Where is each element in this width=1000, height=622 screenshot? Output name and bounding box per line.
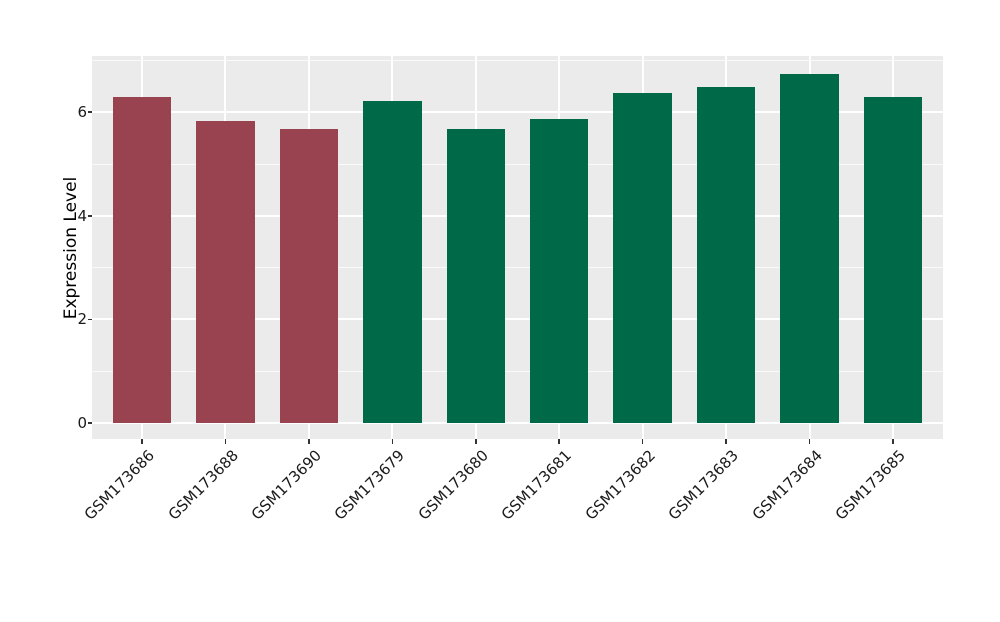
x-tick-label-GSM173682: GSM173682 bbox=[581, 446, 659, 524]
x-tick-mark-GSM173680 bbox=[475, 439, 477, 444]
bar-GSM173686 bbox=[112, 97, 172, 423]
x-tick-mark-GSM173682 bbox=[641, 439, 644, 444]
y-tick-mark-2 bbox=[88, 318, 92, 321]
x-tick-label-GSM173685: GSM173685 bbox=[831, 446, 909, 524]
y-axis-title: Expression Level bbox=[61, 176, 81, 320]
x-tick-label-GSM173688: GSM173688 bbox=[164, 446, 242, 524]
x-tick-mark-GSM173685 bbox=[892, 439, 894, 444]
bar-GSM173679 bbox=[363, 100, 422, 423]
bar-GSM173688 bbox=[196, 121, 255, 423]
x-tick-label-GSM173683: GSM173683 bbox=[664, 446, 743, 524]
bar-GSM173682 bbox=[613, 92, 672, 423]
x-tick-label-GSM173680: GSM173680 bbox=[414, 446, 492, 524]
gridline-major-y4 bbox=[92, 214, 943, 217]
gridline-major-y6 bbox=[92, 111, 943, 114]
y-tick-label-4: 4 bbox=[77, 206, 87, 225]
gridline-minor-y7 bbox=[92, 59, 943, 61]
x-tick-mark-GSM173679 bbox=[391, 439, 394, 444]
expression-level-bar-chart: Expression Level 0 2 4 6 GSM173686 GSM173688 G… bbox=[61, 56, 943, 524]
bar-GSM173681 bbox=[530, 118, 589, 423]
x-tick-label-GSM173679: GSM173679 bbox=[331, 446, 409, 524]
bar-GSM173685 bbox=[863, 96, 923, 423]
x-tick-mark-GSM173686 bbox=[141, 439, 143, 444]
x-tick-mark-GSM173688 bbox=[224, 439, 227, 444]
x-tick-label-GSM173681: GSM173681 bbox=[497, 446, 576, 524]
bar-GSM173684 bbox=[780, 73, 839, 423]
plot-panel bbox=[92, 56, 943, 439]
y-tick-mark-6 bbox=[88, 111, 92, 113]
gridline-minor-y5 bbox=[92, 163, 943, 165]
x-tick-mark-GSM173681 bbox=[558, 439, 560, 444]
gridline-minor-y1 bbox=[92, 370, 943, 372]
x-tick-mark-GSM173683 bbox=[725, 439, 727, 444]
y-tick-mark-0 bbox=[88, 422, 92, 424]
gridline-major-y2 bbox=[92, 318, 943, 321]
x-tick-label-GSM173686: GSM173686 bbox=[80, 446, 159, 524]
bar-GSM173683 bbox=[696, 86, 756, 423]
x-tick-mark-GSM173684 bbox=[808, 439, 811, 444]
x-tick-label-GSM173684: GSM173684 bbox=[748, 446, 826, 524]
y-tick-label-6: 6 bbox=[77, 103, 87, 122]
x-tick-label-GSM173690: GSM173690 bbox=[247, 446, 325, 524]
gridline-major-y0 bbox=[92, 422, 943, 424]
y-tick-mark-4 bbox=[88, 215, 92, 217]
y-tick-label-2: 2 bbox=[77, 310, 87, 329]
y-tick-label-0: 0 bbox=[77, 414, 87, 432]
bar-GSM173680 bbox=[446, 128, 505, 423]
x-tick-mark-GSM173690 bbox=[308, 439, 310, 444]
bar-GSM173690 bbox=[279, 129, 339, 423]
gridline-minor-y3 bbox=[92, 267, 943, 269]
